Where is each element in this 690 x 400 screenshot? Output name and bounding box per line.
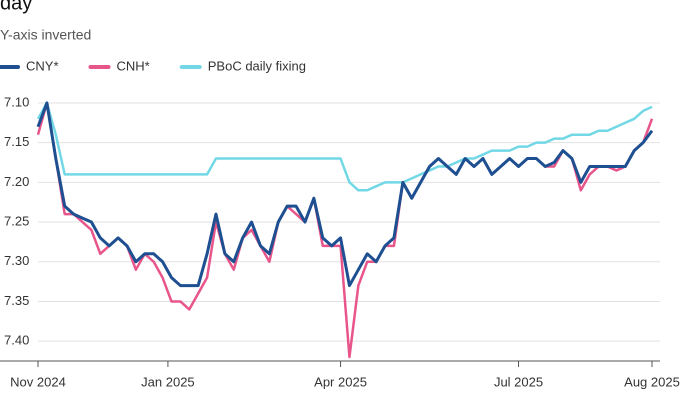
y-tick-label: 7.15 [4, 134, 29, 149]
y-tick-label: 7.30 [4, 253, 29, 268]
series-line [36, 101, 654, 288]
x-tick-label: Jul 2025 [494, 374, 543, 389]
series-line [36, 101, 653, 192]
y-tick-label: 7.20 [4, 174, 29, 189]
legend-label: CNY* [26, 58, 59, 73]
x-tick-label: Nov 2024 [10, 374, 66, 389]
chart-title: day’ [0, 0, 37, 14]
chart-subtitle: Y-axis inverted [0, 27, 91, 43]
y-tick-label: 7.35 [4, 293, 29, 308]
y-tick-label: 7.25 [4, 213, 29, 228]
legend-label: CNH* [117, 58, 150, 73]
x-tick-label: Apr 2025 [314, 374, 367, 389]
y-tick-label: 7.40 [4, 333, 29, 348]
series-line [36, 101, 654, 359]
x-tick-label: Jan 2025 [141, 374, 195, 389]
y-tick-label: 7.10 [4, 94, 29, 109]
x-tick-label: Aug 2025 [624, 374, 680, 389]
legend-label: PBoC daily fixing [208, 58, 306, 73]
